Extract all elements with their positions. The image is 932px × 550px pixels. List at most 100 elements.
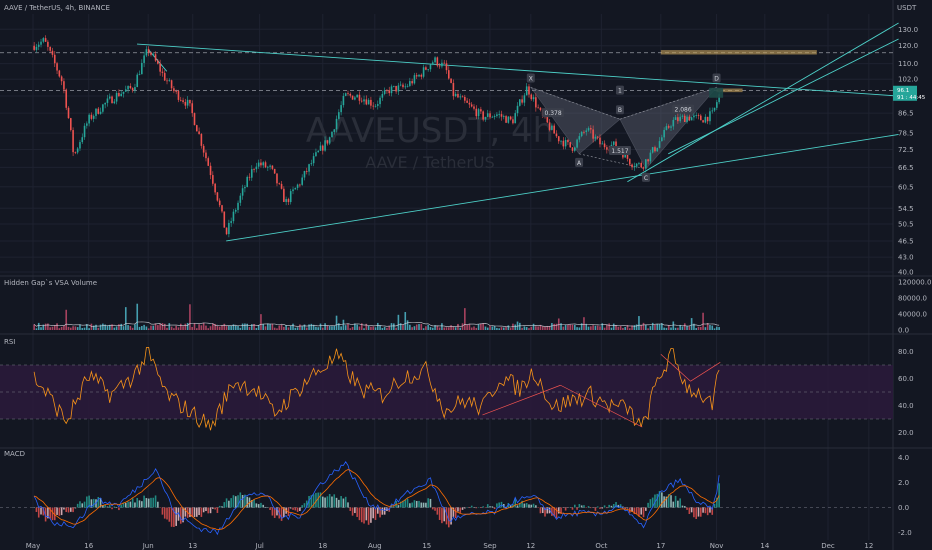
candle: [438, 63, 441, 69]
macd-histogram-bar: [173, 507, 175, 527]
rsi-panel-title[interactable]: RSI: [4, 338, 15, 346]
volume-bar: [90, 323, 93, 330]
candle-body: [177, 91, 180, 100]
macd-histogram-bar: [374, 507, 377, 520]
macd-histogram-bar: [656, 493, 659, 508]
candle-body: [246, 176, 248, 188]
macd-histogram-bar: [273, 507, 276, 518]
macd-histogram-bar: [482, 506, 484, 508]
volume-bar: [118, 324, 120, 330]
candle-body: [585, 130, 588, 132]
candle: [399, 81, 402, 87]
candle-body: [285, 199, 287, 202]
candle-body: [635, 163, 638, 167]
candle: [212, 171, 214, 186]
volume-bar: [303, 324, 306, 330]
macd-histogram-bar: [512, 504, 514, 508]
macd-histogram-bar: [230, 498, 232, 508]
candle-body: [358, 94, 361, 101]
symbol-title[interactable]: AAVE / TetherUS, 4h, BINANCE: [4, 4, 110, 12]
candle: [418, 74, 420, 78]
volume-bar: [154, 323, 157, 330]
macd-histogram-bar: [225, 498, 228, 508]
volume-bar: [404, 312, 407, 330]
candle: [53, 51, 56, 68]
volume-bar: [706, 323, 709, 330]
candle: [131, 87, 134, 93]
volume-bar: [342, 319, 345, 330]
rsi-divergence-line: [482, 384, 561, 416]
candle-body: [498, 114, 500, 115]
volume-bar: [161, 323, 164, 330]
volume-bar: [443, 327, 446, 330]
volume-bar: [470, 327, 473, 330]
resistance-zone: [716, 88, 743, 93]
rsi-panel[interactable]: [0, 346, 893, 431]
candle: [115, 90, 118, 105]
macd-histogram-bar: [289, 507, 292, 509]
candle: [214, 182, 216, 195]
volume-bar: [537, 326, 539, 330]
candle-body: [319, 145, 322, 151]
macd-histogram-bar: [654, 494, 656, 508]
candle-body: [367, 99, 370, 105]
volume-panel-title[interactable]: Hidden Gap`s VSA Volume: [4, 279, 97, 287]
candle: [445, 60, 448, 74]
candle-body: [454, 93, 457, 97]
candle: [347, 90, 349, 96]
volume-bar: [651, 322, 654, 330]
candle-body: [507, 116, 510, 123]
volume-bar: [519, 322, 521, 330]
volume-bar: [645, 325, 647, 330]
price-panel[interactable]: X A B C D 0.378 1.517 2.086 1: [0, 22, 899, 242]
volume-bar: [173, 328, 175, 330]
macd-histogram-bar: [523, 503, 526, 508]
price-tick-label: 60.5: [898, 183, 914, 191]
volume-bar: [413, 326, 416, 330]
macd-histogram-bar: [551, 507, 553, 516]
candle-body: [248, 176, 251, 178]
candle: [658, 137, 661, 149]
candle: [315, 148, 317, 157]
candle: [207, 156, 210, 167]
candle-body: [56, 63, 58, 71]
candle-body: [548, 122, 551, 130]
candle-body: [628, 158, 631, 165]
candle: [230, 217, 232, 227]
candle-body: [269, 165, 271, 167]
candle: [342, 93, 345, 108]
candle: [580, 131, 583, 138]
volume-bar: [567, 324, 569, 330]
candle: [289, 188, 292, 205]
candle-body: [509, 116, 512, 120]
candle: [466, 97, 468, 104]
candle-body: [645, 159, 647, 169]
candle: [271, 165, 274, 171]
volume-bar: [278, 325, 281, 330]
candle: [86, 121, 88, 129]
macd-histogram-bar: [590, 507, 592, 509]
candle: [631, 163, 633, 170]
volume-bar: [271, 323, 274, 330]
volume-bar: [425, 326, 427, 330]
volume-panel[interactable]: [33, 303, 720, 330]
candle: [528, 83, 530, 98]
volume-bar: [65, 309, 68, 330]
macd-histogram-bar: [422, 502, 425, 508]
volume-bar: [86, 324, 88, 330]
macd-histogram-bar: [640, 507, 643, 515]
macd-tick-label: 4.0: [898, 454, 909, 462]
candle-body: [399, 84, 402, 86]
macd-panel-title[interactable]: MACD: [4, 450, 25, 458]
volume-bar: [679, 324, 681, 330]
macd-histogram-bar: [301, 505, 303, 508]
macd-panel[interactable]: [0, 461, 893, 536]
candle: [49, 46, 51, 53]
volume-bar: [409, 324, 411, 330]
candle: [65, 88, 68, 111]
macd-histogram-bar: [202, 507, 205, 513]
macd-histogram-bar: [271, 507, 274, 516]
macd-histogram-bar: [624, 507, 626, 510]
macd-histogram-bar: [631, 507, 633, 512]
